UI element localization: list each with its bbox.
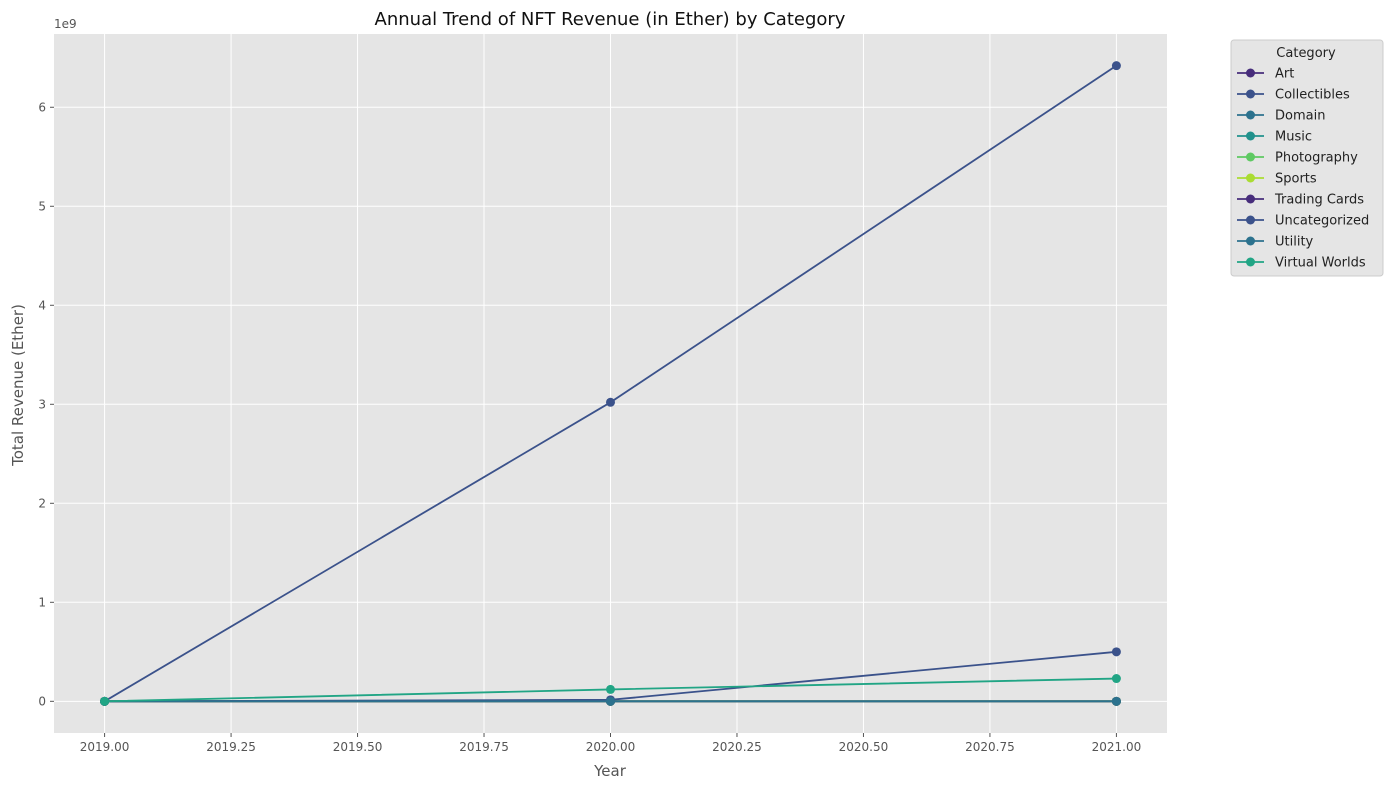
series-virtual-worlds <box>100 674 1121 706</box>
y-tick-label: 4 <box>38 298 46 312</box>
legend-marker <box>1246 257 1255 267</box>
y-tick-label: 1 <box>38 595 46 609</box>
legend-item-collectibles: Collectibles <box>1237 88 1350 103</box>
legend-item-art: Art <box>1237 67 1294 82</box>
legend-item-music: Music <box>1237 130 1312 145</box>
y-tick-label: 0 <box>38 694 46 708</box>
grid-lines <box>54 34 1167 733</box>
legend-marker <box>1246 89 1255 99</box>
legend-marker <box>1246 131 1255 141</box>
legend-title: Category <box>1276 46 1336 61</box>
legend-item-uncategorized: Uncategorized <box>1237 214 1369 229</box>
x-tick-label: 2019.50 <box>333 740 383 754</box>
x-tick-label: 2019.00 <box>80 740 130 754</box>
y-tick-label: 3 <box>38 397 46 411</box>
x-tick-label: 2020.75 <box>965 740 1015 754</box>
data-point-uncategorized <box>1111 647 1121 657</box>
legend-marker <box>1246 194 1255 204</box>
y-axis-ticks: 0 1 2 3 4 5 6 <box>38 100 54 708</box>
y-tick-label: 6 <box>38 100 46 114</box>
x-tick-label: 2021.00 <box>1092 740 1142 754</box>
data-point-virtual-worlds <box>1111 674 1121 684</box>
legend-label: Trading Cards <box>1274 193 1364 208</box>
legend-label: Sports <box>1275 172 1317 187</box>
legend-item-utility: Utility <box>1237 235 1314 250</box>
legend-item-trading-cards: Trading Cards <box>1237 193 1364 208</box>
x-tick-label: 2020.50 <box>839 740 889 754</box>
y-axis-offset-label: 1e9 <box>54 17 77 31</box>
legend-label: Uncategorized <box>1275 214 1369 229</box>
x-tick-label: 2019.25 <box>206 740 256 754</box>
legend-label: Virtual Worlds <box>1275 256 1366 271</box>
legend-item-domain: Domain <box>1237 109 1325 124</box>
x-axis-ticks: 2019.00 2019.25 2019.50 2019.75 2020.00 2020.… <box>80 733 1141 754</box>
y-axis-label: Total Revenue (Ether) <box>9 304 27 467</box>
legend-label: Domain <box>1275 109 1325 124</box>
x-tick-label: 2020.00 <box>586 740 636 754</box>
x-tick-label: 2019.75 <box>459 740 509 754</box>
data-point-collectibles <box>606 397 615 407</box>
data-point-virtual-worlds <box>100 696 110 706</box>
legend-item-virtual-worlds: Virtual Worlds <box>1237 256 1366 271</box>
legend-marker <box>1246 173 1255 183</box>
legend-marker <box>1246 215 1255 225</box>
legend: Category Art Collectibles Domain Music Photo… <box>1230 39 1384 277</box>
legend-marker <box>1246 236 1255 246</box>
legend-marker <box>1246 110 1255 120</box>
legend-item-sports: Sports <box>1237 172 1317 187</box>
data-point-utility <box>606 696 615 706</box>
legend-marker <box>1246 152 1255 162</box>
data-point-virtual-worlds <box>606 684 615 694</box>
data-point-collectibles <box>1111 61 1121 71</box>
y-tick-label: 2 <box>38 496 46 510</box>
legend-label: Art <box>1275 67 1294 82</box>
x-tick-label: 2020.25 <box>712 740 762 754</box>
chart-title: Annual Trend of NFT Revenue (in Ether) b… <box>375 9 846 30</box>
legend-label: Collectibles <box>1275 88 1350 103</box>
legend-item-photography: Photography <box>1237 151 1358 166</box>
legend-marker <box>1246 68 1255 78</box>
y-tick-label: 5 <box>38 199 46 213</box>
legend-box <box>1230 39 1384 277</box>
legend-label: Music <box>1275 130 1312 145</box>
legend-label: Photography <box>1275 151 1358 166</box>
series-layer <box>100 61 1121 706</box>
x-axis-label: Year <box>593 762 627 780</box>
data-point-utility <box>1111 696 1121 706</box>
legend-label: Utility <box>1275 235 1314 250</box>
